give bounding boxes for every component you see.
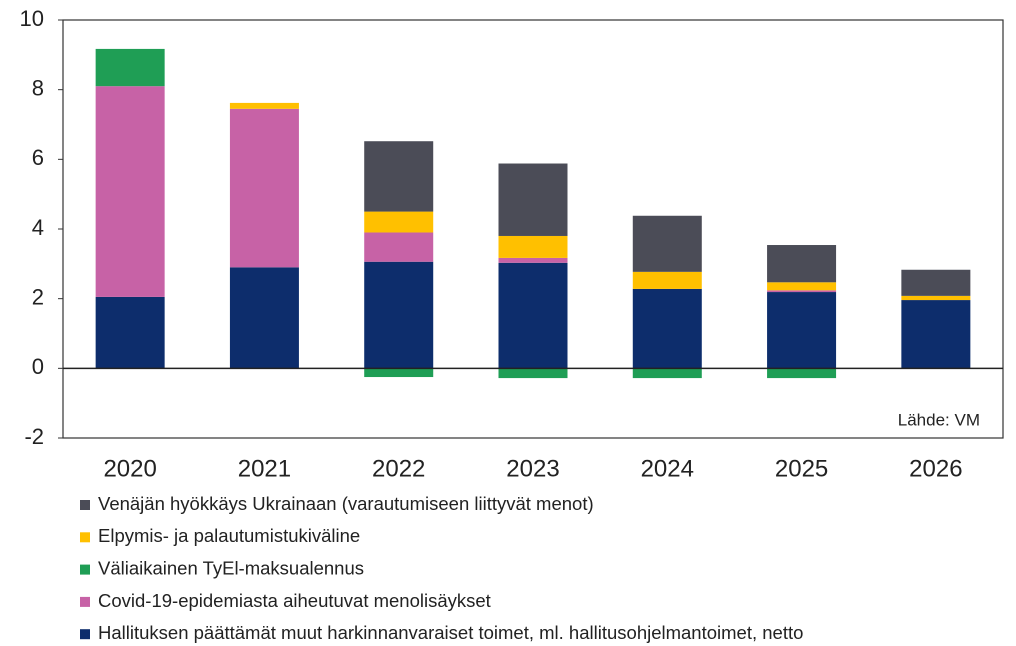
bar-segment [95, 48, 165, 87]
annotation: Lähde: VM [898, 410, 980, 429]
bar-segment [364, 211, 434, 233]
legend-label: Hallituksen päättämät muut harkinnanvara… [98, 622, 803, 643]
x-tick-label: 2022 [372, 455, 425, 482]
y-tick-label: 0 [32, 354, 44, 379]
bar-segment [498, 235, 568, 258]
x-tick-label: 2024 [641, 455, 694, 482]
bar-segment [767, 282, 837, 291]
x-tick-label: 2021 [238, 455, 291, 482]
bar-segment [901, 295, 971, 301]
bar-segment [229, 102, 299, 109]
bar-segment [632, 271, 702, 289]
bar-segment [901, 300, 971, 369]
bar-segment [364, 368, 434, 378]
bar-segment [95, 86, 165, 297]
bar-segment [632, 215, 702, 272]
bar-segment [229, 108, 299, 268]
bar-segment [498, 163, 568, 236]
legend-swatch [80, 596, 90, 607]
x-tick-label: 2023 [506, 455, 559, 482]
bar-segment [632, 368, 702, 379]
bar-segment [498, 368, 568, 379]
bar-segment [364, 141, 434, 212]
bar-segment [901, 269, 971, 296]
bar-segment [95, 296, 165, 369]
legend-label: Covid-19-epidemiasta aiheutuvat menolisä… [98, 590, 491, 611]
legend-swatch [80, 532, 90, 543]
bar-segment [498, 257, 568, 263]
legend-label: Venäjän hyökkäys Ukrainaan (varautumisee… [98, 493, 594, 514]
bar-segment [767, 292, 837, 369]
y-tick-label: 10 [20, 6, 44, 31]
y-tick-label: 4 [32, 215, 44, 240]
bar-segment [767, 368, 837, 379]
legend-swatch [80, 564, 90, 575]
legend-swatch [80, 629, 90, 640]
legend-label: Väliaikainen TyEl-maksualennus [98, 557, 364, 578]
x-tick-label: 2026 [909, 455, 962, 482]
y-tick-label: 6 [32, 145, 44, 170]
bar-segment [632, 288, 702, 369]
x-tick-label: 2020 [103, 455, 156, 482]
y-tick-label: 8 [32, 75, 44, 100]
x-tick-label: 2025 [775, 455, 828, 482]
bar-segment [767, 245, 837, 283]
bar-segment [498, 262, 568, 369]
bar-segment [767, 290, 837, 293]
legend-label: Elpymis- ja palautumistukiväline [98, 525, 360, 546]
bar-segment [229, 267, 299, 369]
bar-segment [364, 261, 434, 369]
y-tick-label: 2 [32, 284, 44, 309]
bar-segment [364, 232, 434, 262]
legend-swatch [80, 500, 90, 510]
y-tick-label: -2 [24, 424, 44, 449]
